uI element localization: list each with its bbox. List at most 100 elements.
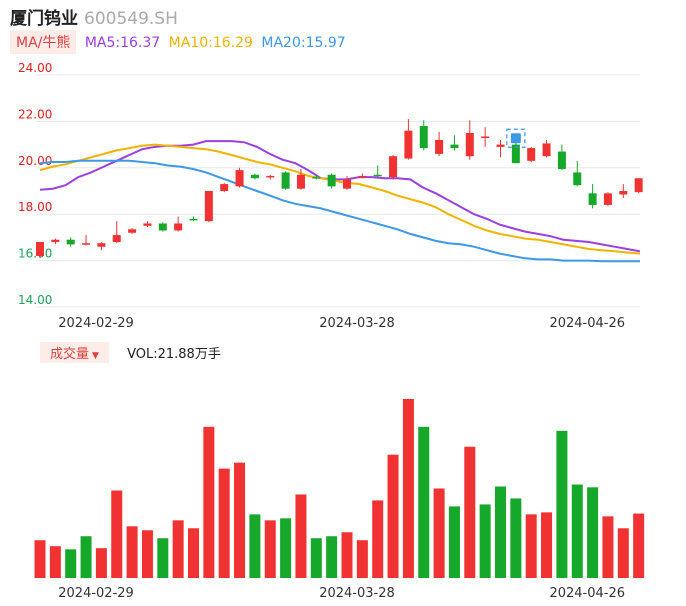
candle (82, 235, 91, 246)
volume-bar (495, 486, 506, 578)
candle (588, 184, 597, 209)
x-tick-label: 2024-02-29 (58, 316, 134, 331)
stock-name: 厦门钨业 (10, 9, 78, 29)
ma5-label: MA5:16.37 (84, 35, 161, 51)
volume-bar (111, 490, 123, 578)
volume-bar (280, 518, 292, 578)
candle-body (481, 136, 490, 138)
x-tick-label: 2024-02-29 (58, 586, 134, 601)
volume-bar (617, 528, 629, 578)
volume-bar (126, 526, 138, 578)
candle-body (435, 139, 444, 154)
candle-body (327, 174, 336, 187)
candle (143, 221, 152, 227)
candle-body (143, 223, 152, 226)
volume-bar (326, 536, 338, 578)
volume-bar (188, 528, 199, 578)
y-tick-label: 22.00 (18, 107, 52, 121)
candle (235, 167, 244, 188)
y-tick-label: 24.00 (18, 61, 52, 75)
candle-body (128, 229, 137, 233)
candle (527, 146, 536, 162)
volume-bar (218, 468, 230, 578)
candle (296, 168, 305, 190)
volume-bar (387, 454, 399, 578)
candle-body (557, 151, 566, 169)
candle-body (496, 144, 505, 147)
candle (97, 242, 106, 251)
ma-bull-bear-button[interactable]: MA/牛熊 (10, 30, 77, 54)
event-marker-icon (506, 128, 526, 148)
volume-legend: 成交量 ▼ VOL:21.88万手 (40, 342, 221, 363)
candle-body (404, 130, 413, 159)
candle-body (373, 174, 382, 177)
volume-bars (34, 399, 645, 578)
candle-body (389, 156, 398, 178)
candle-body (189, 218, 198, 221)
volume-bar (464, 446, 476, 578)
ma10-line (39, 143, 641, 255)
candle (220, 182, 229, 193)
volume-bar (402, 399, 414, 578)
candle-body (97, 243, 106, 247)
stock-header: 厦门钨业 600549.SH (10, 4, 178, 29)
volume-bar (310, 538, 322, 578)
stock-code: 600549.SH (84, 9, 178, 29)
candle (128, 228, 137, 234)
volume-bar (341, 532, 353, 578)
candle (266, 174, 275, 180)
x-tick-label: 2024-03-28 (319, 316, 395, 331)
candle (343, 175, 351, 190)
y-tick-label: 20.00 (18, 154, 52, 168)
volume-bar (34, 540, 46, 578)
volume-bar (571, 484, 583, 578)
candle (511, 142, 520, 164)
volume-bar (49, 546, 61, 578)
candle-body (358, 175, 367, 178)
candle (481, 127, 490, 147)
volume-indicator-dropdown[interactable]: 成交量 ▼ (40, 342, 109, 363)
candle (250, 173, 259, 180)
candle (389, 155, 398, 180)
candle (603, 192, 612, 207)
volume-bar (602, 516, 614, 578)
candle (36, 242, 44, 259)
candle (358, 173, 367, 179)
volume-bar (172, 520, 184, 578)
candle (281, 171, 290, 190)
candle-body (312, 177, 321, 179)
volume-bar (203, 426, 215, 578)
candle (112, 221, 121, 244)
volume-bar (372, 500, 384, 578)
candle (312, 175, 321, 180)
volume-value: VOL:21.88万手 (127, 347, 221, 362)
candle-body (450, 144, 459, 149)
x-tick-label: 2024-04-26 (549, 586, 625, 601)
volume-bar (525, 514, 537, 578)
candle (158, 222, 167, 232)
candle-body (112, 235, 121, 243)
volume-indicator-label: 成交量 (50, 347, 90, 362)
candle-body (419, 126, 428, 149)
candle-body (266, 175, 275, 178)
ma-legend: MA/牛熊 MA5:16.37 MA10:16.29 MA20:15.97 (10, 30, 346, 54)
volume-bar (141, 530, 153, 578)
y-tick-label: 18.00 (18, 200, 52, 214)
candle (373, 165, 382, 178)
candle (174, 216, 183, 232)
volume-bar (433, 488, 445, 578)
candle-body (527, 148, 536, 161)
ma10-label: MA10:16.29 (168, 35, 253, 51)
volume-bar (65, 549, 77, 578)
candle (189, 216, 198, 222)
candle-body (296, 174, 305, 189)
event-marker-core (510, 133, 521, 144)
ma20-line (39, 159, 640, 263)
candle (465, 120, 474, 160)
price-chart: 24.0022.0020.0018.0016.0014.002024-02-29… (18, 61, 643, 331)
candle-body (634, 178, 643, 193)
ma-lines (39, 140, 641, 263)
candle-body (542, 143, 551, 157)
volume-bar (633, 513, 645, 578)
